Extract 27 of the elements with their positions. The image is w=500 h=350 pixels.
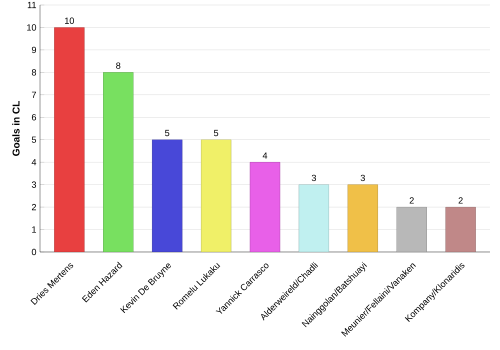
y-axis-title: Goals in CL xyxy=(12,101,20,156)
y-tick-label: 10 xyxy=(27,24,36,31)
y-tick-label: 11 xyxy=(28,2,36,8)
data-label: 5 xyxy=(165,130,170,136)
y-tick-label: 8 xyxy=(32,69,36,76)
data-label: 10 xyxy=(65,18,74,24)
y-tick-label: 6 xyxy=(32,114,36,120)
y-tick-label: 0 xyxy=(32,248,36,256)
y-tick-label: 7 xyxy=(32,92,36,98)
data-label: 2 xyxy=(410,197,414,204)
y-tick-label: 3 xyxy=(32,181,36,188)
bar xyxy=(152,140,182,252)
data-label: 8 xyxy=(116,62,120,69)
bar xyxy=(348,184,378,252)
bar xyxy=(396,206,427,252)
y-tick-label: 5 xyxy=(32,136,36,143)
data-label: 3 xyxy=(312,174,316,182)
data-label: 4 xyxy=(262,152,268,159)
bar xyxy=(200,140,232,252)
y-tick-label: 9 xyxy=(32,46,36,54)
y-tick-label: 1 xyxy=(32,226,36,233)
data-label: 5 xyxy=(214,130,218,136)
y-tick-label: 4 xyxy=(32,159,36,166)
data-label: 2 xyxy=(458,197,463,204)
bar xyxy=(298,184,330,252)
y-tick-label: 2 xyxy=(32,204,36,210)
data-label: 3 xyxy=(360,174,365,182)
